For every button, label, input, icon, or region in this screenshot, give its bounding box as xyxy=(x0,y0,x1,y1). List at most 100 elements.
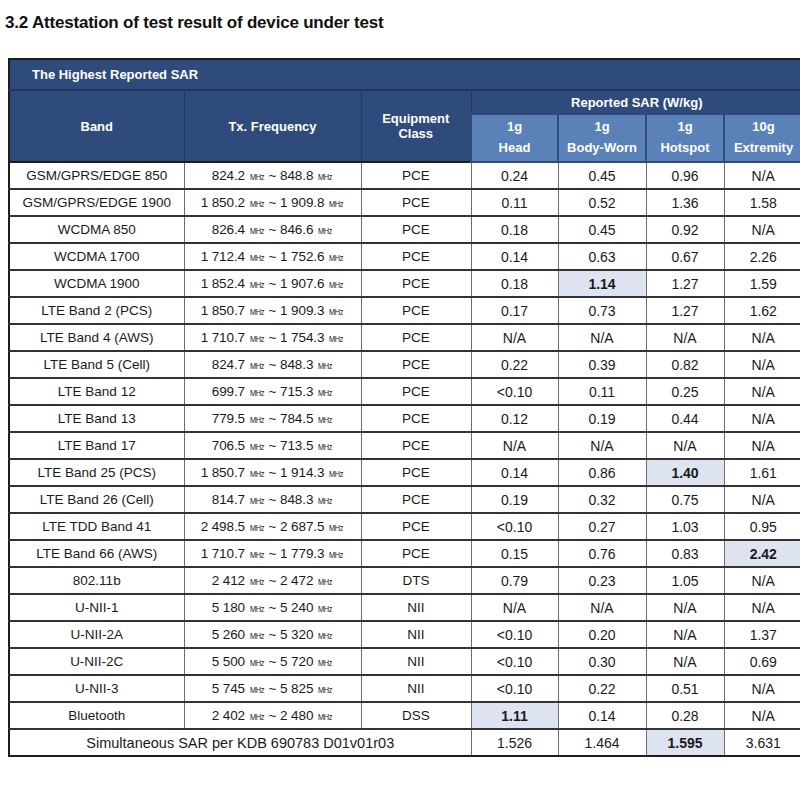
equipment-class-cell: PCE xyxy=(361,405,471,432)
frequency-unit-label: MHz xyxy=(329,280,343,290)
extremity-sar-cell: 0.95 xyxy=(724,513,800,540)
body-worn-sar-cell: 0.20 xyxy=(558,621,646,648)
extremity-sar-cell: 1.61 xyxy=(724,459,800,486)
frequency-unit-label: MHz xyxy=(329,550,343,560)
table-row: LTE TDD Band 412 498.5 MHz ~ 2 687.5 MHz… xyxy=(9,513,800,540)
column-header-band: Band xyxy=(9,90,184,162)
band-cell: LTE Band 12 xyxy=(9,378,184,405)
head-sar-cell: 0.79 xyxy=(471,567,558,594)
head-sar-cell: 0.12 xyxy=(471,405,558,432)
hotspot-sar-cell: 1.27 xyxy=(646,297,724,324)
table-row: LTE Band 4 (AWS)1 710.7 MHz ~ 1 754.3 MH… xyxy=(9,324,800,351)
body-worn-sar-cell: N/A xyxy=(558,324,646,351)
frequency-unit-label: MHz xyxy=(250,415,264,425)
frequency-unit-label: MHz xyxy=(250,658,264,668)
frequency-unit-label: MHz xyxy=(250,388,264,398)
body-worn-sar-cell: 0.22 xyxy=(558,675,646,702)
column-header-tx-frequency: Tx. Frequency xyxy=(184,90,361,162)
hotspot-sar-cell: 1.05 xyxy=(646,567,724,594)
frequency-unit-label: MHz xyxy=(250,199,264,209)
frequency-unit-label: MHz xyxy=(250,442,264,452)
head-sar-cell: 1.11 xyxy=(471,702,558,729)
hotspot-sar-cell: 1.36 xyxy=(646,189,724,216)
frequency-unit-label: MHz xyxy=(318,631,332,641)
extremity-sar-cell: N/A xyxy=(724,324,800,351)
equipment-class-cell: PCE xyxy=(361,243,471,270)
body-worn-sar-cell: 0.11 xyxy=(558,378,646,405)
head-sar-cell: 0.18 xyxy=(471,216,558,243)
table-row: GSM/GPRS/EDGE 19001 850.2 MHz ~ 1 909.8 … xyxy=(9,189,800,216)
extremity-sar-cell: 2.42 xyxy=(724,540,800,567)
hotspot-sar-cell: N/A xyxy=(646,648,724,675)
subcol-line2: Body-Worn xyxy=(567,140,637,155)
equipment-class-cell: NII xyxy=(361,594,471,621)
frequency-unit-label: MHz xyxy=(250,712,264,722)
band-cell: LTE Band 25 (PCS) xyxy=(9,459,184,486)
column-header-10g-extremity: 10g Extremity xyxy=(724,114,800,162)
frequency-cell: 826.4 MHz ~ 846.6 MHz xyxy=(184,216,361,243)
head-sar-cell: 0.11 xyxy=(471,189,558,216)
frequency-cell: 5 260 MHz ~ 5 320 MHz xyxy=(184,621,361,648)
equipment-class-cell: PCE xyxy=(361,432,471,459)
extremity-sar-cell: 1.62 xyxy=(724,297,800,324)
subcol-line1: 10g xyxy=(752,119,774,134)
table-caption: The Highest Reported SAR xyxy=(9,59,800,90)
equipment-class-cell: PCE xyxy=(361,162,471,189)
body-worn-sar-cell: 0.63 xyxy=(558,243,646,270)
band-cell: WCDMA 1900 xyxy=(9,270,184,297)
equipment-class-cell: PCE xyxy=(361,351,471,378)
frequency-cell: 1 710.7 MHz ~ 1 779.3 MHz xyxy=(184,540,361,567)
extremity-sar-cell: N/A xyxy=(724,486,800,513)
frequency-unit-label: MHz xyxy=(250,280,264,290)
section-title: 3.2 Attestation of test result of device… xyxy=(5,13,800,33)
simultaneous-sar-label: Simultaneous SAR per KDB 690783 D01v01r0… xyxy=(9,729,471,756)
column-header-1g-hotspot: 1g Hotspot xyxy=(646,114,724,162)
extremity-sar-cell: 1.58 xyxy=(724,189,800,216)
body-worn-sar-cell: 0.30 xyxy=(558,648,646,675)
head-sar-cell: 0.22 xyxy=(471,351,558,378)
extremity-sar-cell: N/A xyxy=(724,351,800,378)
hotspot-sar-cell: N/A xyxy=(646,324,724,351)
extremity-sar-cell: 2.26 xyxy=(724,243,800,270)
equipment-class-cell: NII xyxy=(361,621,471,648)
extremity-sar-cell: 1.37 xyxy=(724,621,800,648)
hotspot-sar-cell: 0.44 xyxy=(646,405,724,432)
body-worn-sar-cell: 0.39 xyxy=(558,351,646,378)
frequency-cell: 699.7 MHz ~ 715.3 MHz xyxy=(184,378,361,405)
head-sar-cell: 0.14 xyxy=(471,459,558,486)
body-worn-sar-cell: 0.19 xyxy=(558,405,646,432)
band-cell: LTE Band 13 xyxy=(9,405,184,432)
band-cell: U-NII-1 xyxy=(9,594,184,621)
head-sar-cell: 0.24 xyxy=(471,162,558,189)
body-worn-sar-cell: 0.86 xyxy=(558,459,646,486)
hotspot-sar-cell: 0.83 xyxy=(646,540,724,567)
table-row: WCDMA 19001 852.4 MHz ~ 1 907.6 MHzPCE0.… xyxy=(9,270,800,297)
body-worn-sar-cell: 0.52 xyxy=(558,189,646,216)
extremity-sar-cell: 1.59 xyxy=(724,270,800,297)
equipment-class-cell: PCE xyxy=(361,270,471,297)
body-worn-sar-cell: 0.76 xyxy=(558,540,646,567)
frequency-unit-label: MHz xyxy=(250,523,264,533)
frequency-cell: 2 402 MHz ~ 2 480 MHz xyxy=(184,702,361,729)
equipment-class-cell: PCE xyxy=(361,297,471,324)
equipment-class-cell: PCE xyxy=(361,513,471,540)
head-sar-cell: <0.10 xyxy=(471,621,558,648)
frequency-cell: 2 498.5 MHz ~ 2 687.5 MHz xyxy=(184,513,361,540)
equipment-class-cell: PCE xyxy=(361,324,471,351)
frequency-cell: 1 852.4 MHz ~ 1 907.6 MHz xyxy=(184,270,361,297)
head-sar-cell: <0.10 xyxy=(471,675,558,702)
frequency-unit-label: MHz xyxy=(318,685,332,695)
frequency-unit-label: MHz xyxy=(250,550,264,560)
hotspot-sar-cell: 0.92 xyxy=(646,216,724,243)
band-cell: Bluetooth xyxy=(9,702,184,729)
equipment-class-cell: DSS xyxy=(361,702,471,729)
table-row: WCDMA 850826.4 MHz ~ 846.6 MHzPCE0.180.4… xyxy=(9,216,800,243)
frequency-unit-label: MHz xyxy=(250,361,264,371)
hotspot-sar-cell: 1.27 xyxy=(646,270,724,297)
extremity-sar-cell: N/A xyxy=(724,378,800,405)
band-cell: 802.11b xyxy=(9,567,184,594)
column-header-equipment-class: Equipment Class xyxy=(361,90,471,162)
body-worn-sar-cell: 0.73 xyxy=(558,297,646,324)
frequency-cell: 1 712.4 MHz ~ 1 752.6 MHz xyxy=(184,243,361,270)
extremity-sar-cell: N/A xyxy=(724,405,800,432)
